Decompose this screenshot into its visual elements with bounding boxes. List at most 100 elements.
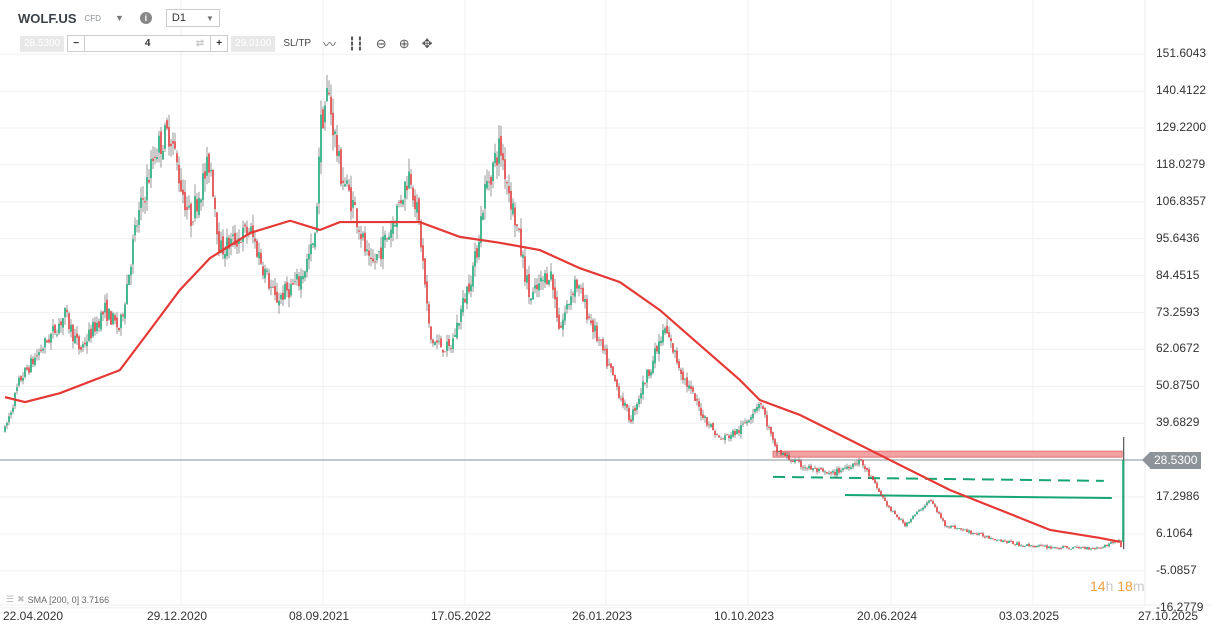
candle-body [758, 403, 760, 409]
candle-body [662, 330, 664, 343]
candle-body [690, 386, 692, 389]
settings-icon[interactable]: ☰ [6, 594, 15, 604]
candle-body [704, 416, 706, 418]
buy-price-button[interactable]: 29.0100 [231, 35, 276, 52]
sltp-button[interactable]: SL/TP [283, 38, 312, 49]
candle-body [850, 467, 852, 470]
sma-200-line [4, 219, 1121, 543]
candle-body [550, 271, 552, 280]
candle-body [336, 135, 338, 156]
candle-body [384, 234, 386, 241]
candle-body [396, 205, 398, 228]
candle-body [942, 518, 944, 521]
candle-body [118, 327, 120, 331]
candle-body [682, 371, 684, 380]
candlestick-icon[interactable]: ┇┇ [348, 35, 364, 51]
volume-input[interactable]: 4 ⇄ [84, 36, 212, 51]
candle-body [684, 378, 686, 380]
candle-body [166, 120, 168, 129]
candle-body [688, 385, 690, 389]
candle-body [82, 344, 84, 348]
candle-body [346, 180, 348, 184]
timeframe-select[interactable]: D1 ▼ [165, 9, 220, 27]
candle-body [170, 143, 172, 147]
candle-body [104, 302, 106, 313]
candle-body [804, 467, 806, 469]
candle-body [988, 535, 990, 539]
candle-body [746, 421, 748, 424]
price-tick-label: 118.0279 [1156, 156, 1206, 171]
volume-stepper[interactable]: − 4 ⇄ + [67, 35, 229, 52]
candle-body [72, 324, 74, 342]
candle-body [872, 475, 874, 481]
sell-price-button[interactable]: 28.5300 [20, 35, 65, 52]
candle-body [1000, 539, 1002, 542]
zoom-out-icon[interactable]: ⊖ [375, 35, 387, 51]
candle-body [324, 105, 326, 123]
candle-body [1090, 548, 1092, 550]
info-icon[interactable]: i [139, 12, 152, 24]
candle-body [824, 471, 826, 473]
symbol-dropdown-icon[interactable]: ▼ [114, 13, 124, 23]
candle-body [262, 266, 264, 276]
candle-body [412, 187, 414, 201]
candle-body [1010, 540, 1012, 542]
time-tick-label: 10.10.2023 [714, 609, 775, 623]
candle-body [792, 460, 794, 462]
candle-body [304, 271, 306, 278]
candle-body [48, 339, 50, 343]
candle-body [66, 309, 68, 312]
candle-body [206, 156, 208, 176]
symbol-name[interactable]: WOLF.US [18, 10, 77, 26]
candle-body [998, 539, 1000, 541]
candle-body [356, 208, 358, 228]
candle-body [744, 422, 746, 424]
candle-body [580, 287, 582, 289]
candle-body [36, 355, 38, 357]
candle-body [96, 322, 98, 332]
candle-body [904, 522, 906, 527]
candle-body [694, 393, 696, 401]
zoom-in-icon[interactable]: ⊕ [398, 35, 410, 51]
candle-body [928, 500, 930, 503]
candle-body [884, 497, 886, 501]
candle-body [214, 197, 216, 209]
line-chart-icon[interactable]: 〰 [323, 37, 337, 52]
candle-body [140, 197, 142, 208]
candle-body [874, 479, 876, 484]
candle-body [84, 342, 86, 345]
candle-body [232, 234, 234, 237]
candle-body [958, 528, 960, 529]
candle-body [706, 417, 708, 426]
candle-body [664, 328, 666, 333]
candle-body [434, 342, 436, 346]
candle-body [1022, 546, 1024, 547]
candle-body [472, 265, 474, 287]
candle-body [970, 530, 972, 534]
candle-body [814, 467, 816, 469]
candle-body [416, 202, 418, 213]
candle-body [794, 459, 796, 463]
candle-body [752, 413, 754, 419]
close-icon[interactable]: ✖ [17, 594, 25, 604]
candle-body [854, 463, 856, 465]
candle-body [590, 320, 592, 324]
indicator-legend: ☰ ✖ SMA [200, 0] 3.7166 [6, 594, 109, 605]
candle-body [260, 252, 262, 264]
candle-body [446, 341, 448, 351]
candle-body [962, 529, 964, 531]
candle-body [938, 512, 940, 514]
candle-body [768, 427, 770, 428]
candle-body [732, 430, 734, 437]
decrease-button[interactable]: − [73, 38, 80, 49]
candle-body [212, 169, 214, 197]
increase-button[interactable]: + [216, 38, 223, 49]
candle-body [1034, 545, 1036, 548]
move-icon[interactable]: ✥ [421, 35, 433, 51]
candle-body [88, 329, 90, 341]
candle-body [448, 339, 450, 346]
time-tick-label: 26.01.2023 [572, 609, 633, 623]
candle-body [868, 469, 870, 477]
candle-body [878, 488, 880, 492]
